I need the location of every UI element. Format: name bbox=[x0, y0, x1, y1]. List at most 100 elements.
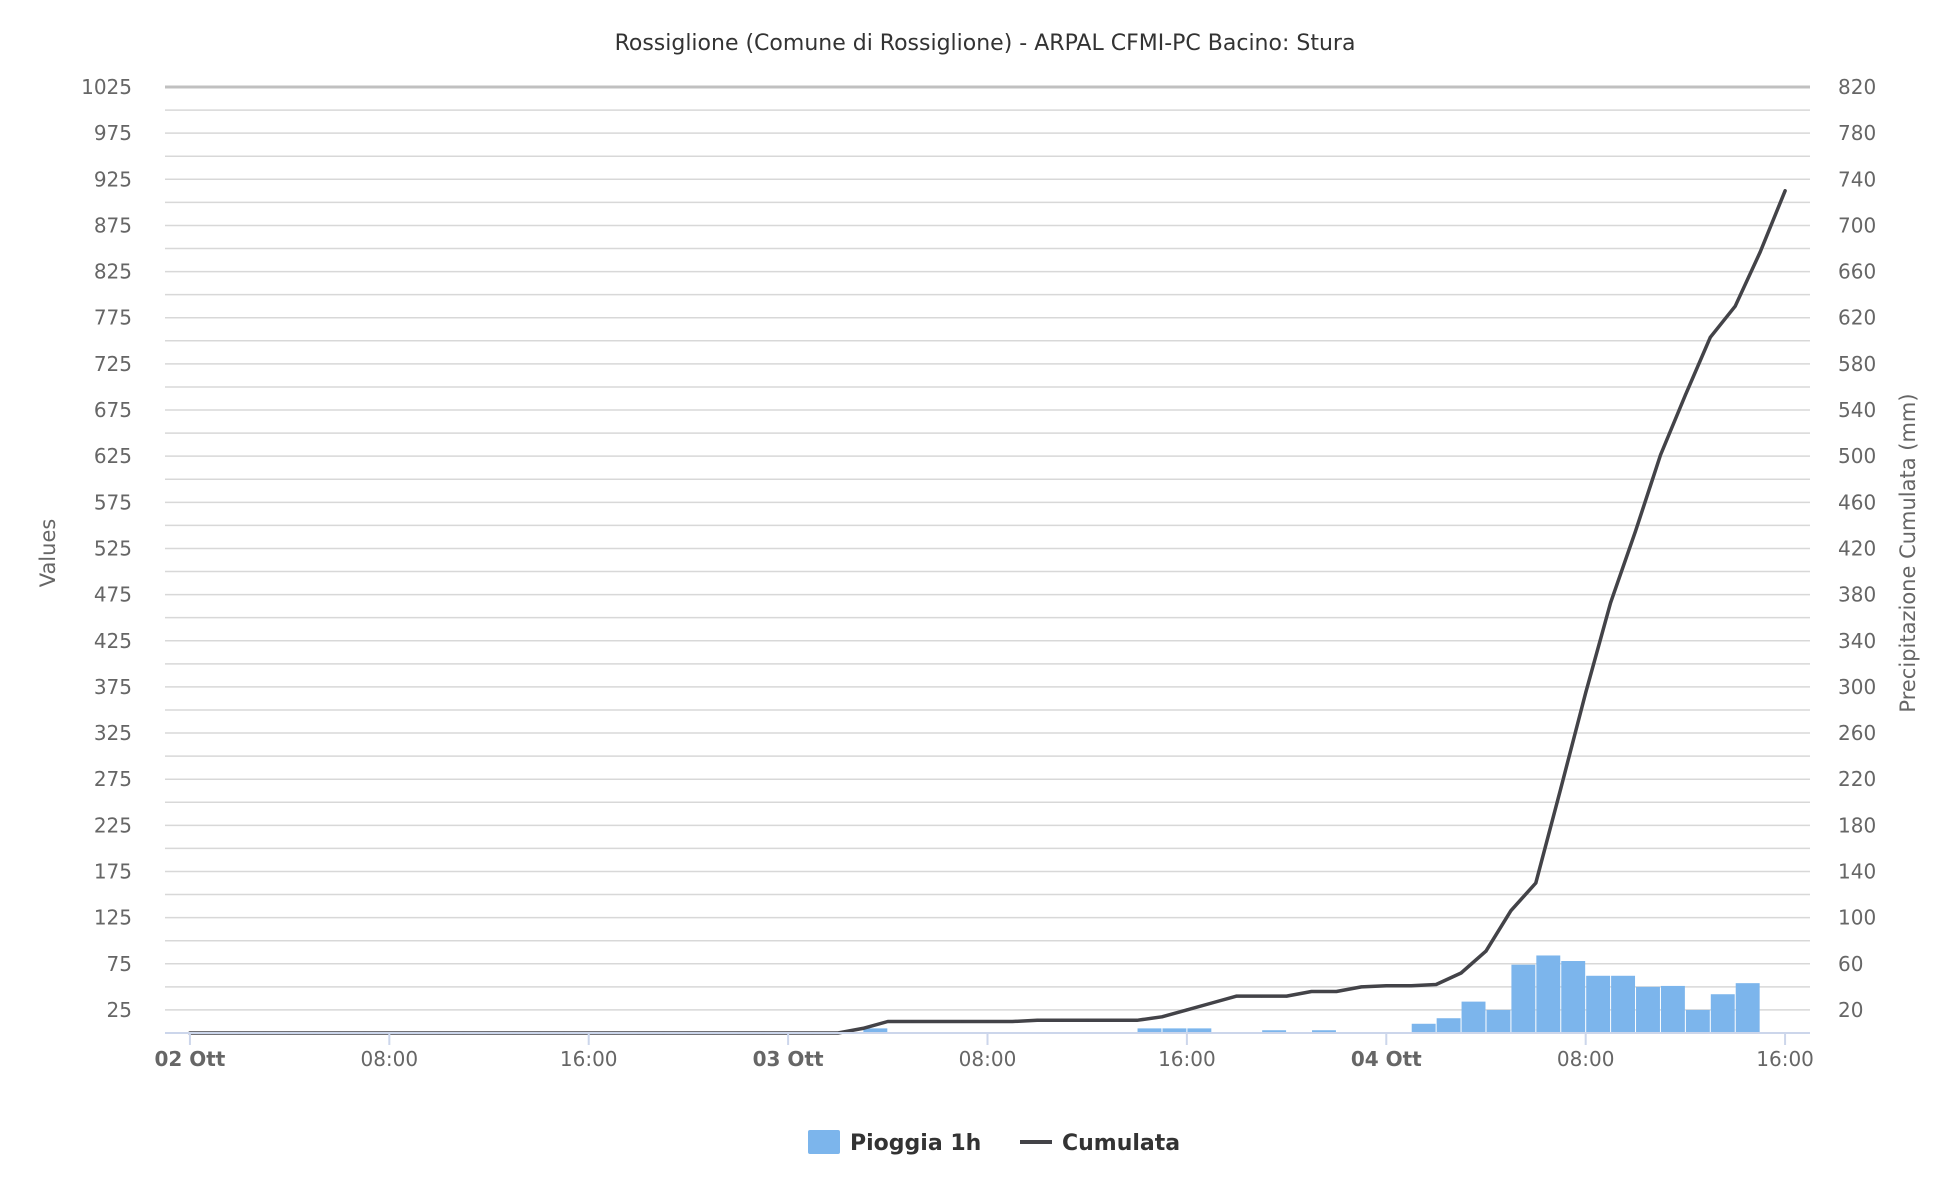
bar[interactable] bbox=[1685, 1009, 1710, 1033]
x-tick-label: 03 Ott bbox=[753, 1047, 824, 1071]
y-tick-label-right: 700 bbox=[1838, 213, 1876, 237]
line-point[interactable] bbox=[886, 1019, 890, 1023]
x-tick-label: 04 Ott bbox=[1351, 1047, 1422, 1071]
line-point[interactable] bbox=[1384, 984, 1388, 988]
line-point[interactable] bbox=[1634, 529, 1638, 533]
line-point[interactable] bbox=[961, 1019, 965, 1023]
line-point[interactable] bbox=[1310, 989, 1314, 993]
y-tick-label-right: 380 bbox=[1838, 583, 1876, 607]
line-point[interactable] bbox=[1509, 909, 1513, 913]
bar-series-pioggia-1h[interactable] bbox=[863, 955, 1760, 1033]
line-point[interactable] bbox=[1235, 994, 1239, 998]
line-point[interactable] bbox=[1185, 1008, 1189, 1012]
line-point[interactable] bbox=[1334, 989, 1338, 993]
line-point[interactable] bbox=[1434, 983, 1438, 987]
bar[interactable] bbox=[1262, 1030, 1287, 1033]
y-tick-label-right: 540 bbox=[1838, 398, 1876, 422]
x-tick-label: 08:00 bbox=[1557, 1047, 1615, 1071]
bar[interactable] bbox=[1636, 986, 1660, 1033]
y-tick-label-right: 580 bbox=[1838, 352, 1876, 376]
line-point[interactable] bbox=[1010, 1019, 1014, 1023]
line-point[interactable] bbox=[1658, 453, 1662, 457]
chart-title: Rossiglione (Comune di Rossiglione) - AR… bbox=[615, 31, 1356, 56]
line-point[interactable] bbox=[1534, 881, 1538, 885]
line-point[interactable] bbox=[1758, 250, 1762, 254]
bar[interactable] bbox=[1137, 1028, 1162, 1033]
y-axis-title-right: Precipitazione Cumulata (mm) bbox=[1896, 393, 1920, 712]
y-tick-label-right: 620 bbox=[1838, 306, 1876, 330]
bar[interactable] bbox=[1436, 1018, 1461, 1033]
line-point[interactable] bbox=[861, 1026, 865, 1030]
y-tick-label-right: 780 bbox=[1838, 121, 1876, 145]
bar[interactable] bbox=[1660, 985, 1685, 1033]
legend[interactable]: Pioggia 1h Cumulata bbox=[808, 1130, 1180, 1156]
line-point[interactable] bbox=[986, 1019, 989, 1023]
bar[interactable] bbox=[1162, 1028, 1187, 1033]
line-point[interactable] bbox=[1135, 1018, 1139, 1022]
bar[interactable] bbox=[1411, 1023, 1436, 1033]
bar[interactable] bbox=[1486, 1009, 1511, 1033]
line-point[interactable] bbox=[1035, 1018, 1039, 1022]
line-point[interactable] bbox=[1409, 984, 1413, 988]
y-tick-label-right: 220 bbox=[1838, 767, 1876, 791]
y-tick-label-left: 675 bbox=[94, 398, 132, 422]
bar[interactable] bbox=[863, 1028, 888, 1033]
y-tick-label-right: 820 bbox=[1838, 75, 1876, 99]
bar[interactable] bbox=[1187, 1028, 1212, 1033]
legend-item-pioggia-1h[interactable]: Pioggia 1h bbox=[808, 1130, 981, 1156]
line-point[interactable] bbox=[1609, 601, 1613, 605]
legend-label-pioggia-1h: Pioggia 1h bbox=[850, 1131, 981, 1156]
bar[interactable] bbox=[1586, 975, 1611, 1033]
bar[interactable] bbox=[1511, 964, 1536, 1033]
y-tick-label-left: 375 bbox=[94, 675, 132, 699]
line-point[interactable] bbox=[1708, 335, 1712, 339]
line-point[interactable] bbox=[1285, 994, 1289, 998]
y-tick-label-right: 740 bbox=[1838, 167, 1876, 191]
y-axis-title-left: Values bbox=[36, 519, 60, 588]
line-series-cumulata[interactable] bbox=[188, 189, 1787, 1035]
line-point[interactable] bbox=[936, 1019, 940, 1023]
y-tick-label-left: 475 bbox=[94, 583, 132, 607]
line-point[interactable] bbox=[1733, 304, 1737, 308]
y-tick-label-left: 525 bbox=[94, 536, 132, 560]
y-tick-label-right: 140 bbox=[1838, 859, 1876, 883]
y-tick-label-right: 340 bbox=[1838, 629, 1876, 653]
line-point[interactable] bbox=[1783, 189, 1787, 193]
bar[interactable] bbox=[1611, 975, 1636, 1033]
line-point[interactable] bbox=[1484, 949, 1488, 953]
legend-item-cumulata[interactable]: Cumulata bbox=[1020, 1131, 1180, 1156]
line-point[interactable] bbox=[1210, 1001, 1214, 1005]
bar[interactable] bbox=[1461, 1001, 1486, 1033]
y-tick-label-left: 1025 bbox=[81, 75, 132, 99]
line-point[interactable] bbox=[1085, 1018, 1089, 1022]
line-point[interactable] bbox=[1110, 1018, 1114, 1022]
bar[interactable] bbox=[1735, 983, 1760, 1033]
bar[interactable] bbox=[1312, 1030, 1336, 1033]
y-tick-label-right: 460 bbox=[1838, 490, 1876, 514]
bar[interactable] bbox=[1561, 961, 1586, 1033]
line-point[interactable] bbox=[1559, 786, 1563, 790]
grid bbox=[165, 85, 1810, 1011]
line-point[interactable] bbox=[1683, 393, 1687, 397]
y-tick-label-right: 100 bbox=[1838, 906, 1876, 930]
line-point[interactable] bbox=[1060, 1018, 1064, 1022]
line-point[interactable] bbox=[911, 1019, 915, 1023]
line-point[interactable] bbox=[1459, 971, 1463, 975]
y-tick-label-right: 660 bbox=[1838, 260, 1876, 284]
y-tick-label-right: 420 bbox=[1838, 536, 1876, 560]
y-tick-label-left: 175 bbox=[94, 859, 132, 883]
legend-label-cumulata: Cumulata bbox=[1062, 1131, 1180, 1156]
x-tick-label: 16:00 bbox=[560, 1047, 618, 1071]
line-point[interactable] bbox=[1160, 1015, 1164, 1019]
x-tick-label: 16:00 bbox=[1756, 1047, 1814, 1071]
line-point[interactable] bbox=[1359, 985, 1363, 989]
x-tick-label: 08:00 bbox=[360, 1047, 418, 1071]
bar[interactable] bbox=[1536, 955, 1561, 1033]
bar[interactable] bbox=[1710, 994, 1735, 1033]
line-point[interactable] bbox=[1260, 994, 1264, 998]
y-tick-label-left: 725 bbox=[94, 352, 132, 376]
line-point[interactable] bbox=[1584, 691, 1588, 695]
y-tick-label-left: 825 bbox=[94, 260, 132, 284]
y-tick-label-right: 60 bbox=[1838, 952, 1863, 976]
